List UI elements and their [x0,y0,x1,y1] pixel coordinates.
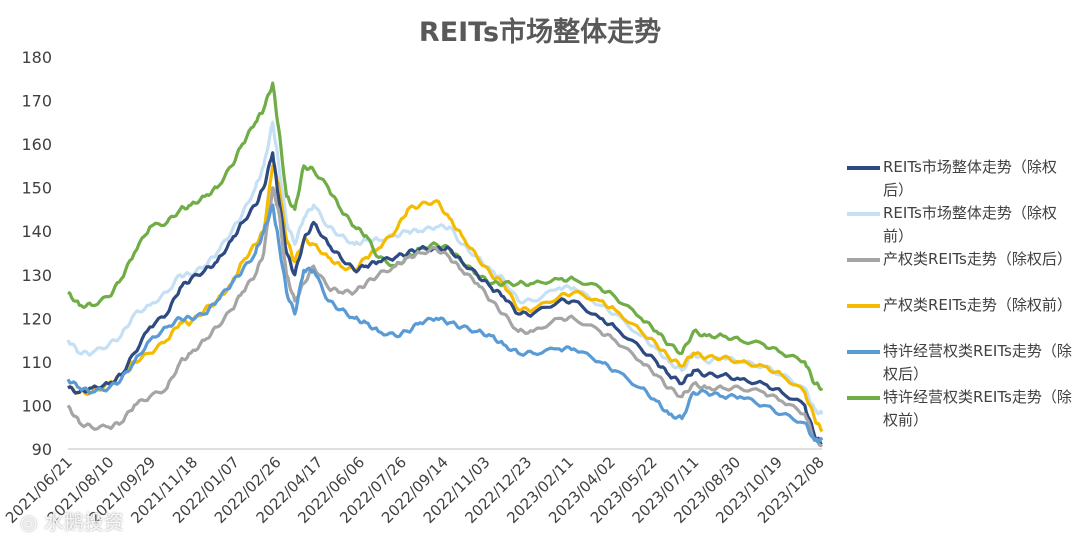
series-line-2 [66,186,824,448]
legend-item: 产权类REITs走势（除权后） [845,248,1075,294]
legend: REITs市场整体走势（除权后） REITs市场整体走势（除权前） 产权类REITs… [845,156,1075,432]
legend-item: REITs市场整体走势（除权前） [845,202,1075,248]
series-line-4 [66,203,824,445]
legend-label: 特许经营权类REITs走势（除权后） [883,342,1072,383]
legend-label: REITs市场整体走势（除权前） [883,204,1057,245]
legend-label: 产权类REITs走势（除权前） [883,296,1072,314]
legend-label: REITs市场整体走势（除权后） [883,158,1057,199]
legend-swatch [847,212,880,216]
chart-title: REITs市场整体走势 [418,17,662,48]
series-line-5 [67,81,824,391]
legend-item: REITs市场整体走势（除权后） [845,156,1075,202]
y-axis: 90 100 110 120 130 140 150 160 170 180 [21,48,52,459]
y-tick-label: 120 [21,309,52,328]
y-tick-label: 160 [21,135,52,154]
watermark-logo: ◎ 水鹅投资 [20,510,124,534]
y-tick-label: 110 [21,353,52,372]
legend-label: 特许经营权类REITs走势（除权前） [883,388,1072,429]
series-lines [66,81,824,448]
legend-item: 特许经营权类REITs走势（除权前） [845,386,1075,432]
y-tick-label: 180 [21,48,52,67]
legend-item: 特许经营权类REITs走势（除权后） [845,340,1075,386]
y-tick-label: 130 [21,266,52,285]
legend-swatch [847,304,880,308]
watermark-text: 水鹅投资 [43,510,124,534]
series-line-3 [67,164,824,433]
legend-swatch [847,258,880,262]
series-line-1 [66,120,824,416]
y-tick-label: 90 [32,440,52,459]
legend-swatch [847,166,880,170]
y-tick-label: 140 [21,222,52,241]
legend-swatch [847,396,880,400]
legend-label: 产权类REITs走势（除权后） [883,250,1072,268]
y-tick-label: 150 [21,179,52,198]
y-tick-label: 170 [21,92,52,111]
x-axis: 2021/06/212021/08/102021/09/292021/11/18… [2,448,828,527]
series-line-0 [67,151,823,447]
y-tick-label: 100 [21,396,52,415]
legend-item: 产权类REITs走势（除权前） [845,294,1075,340]
legend-swatch [847,350,880,354]
